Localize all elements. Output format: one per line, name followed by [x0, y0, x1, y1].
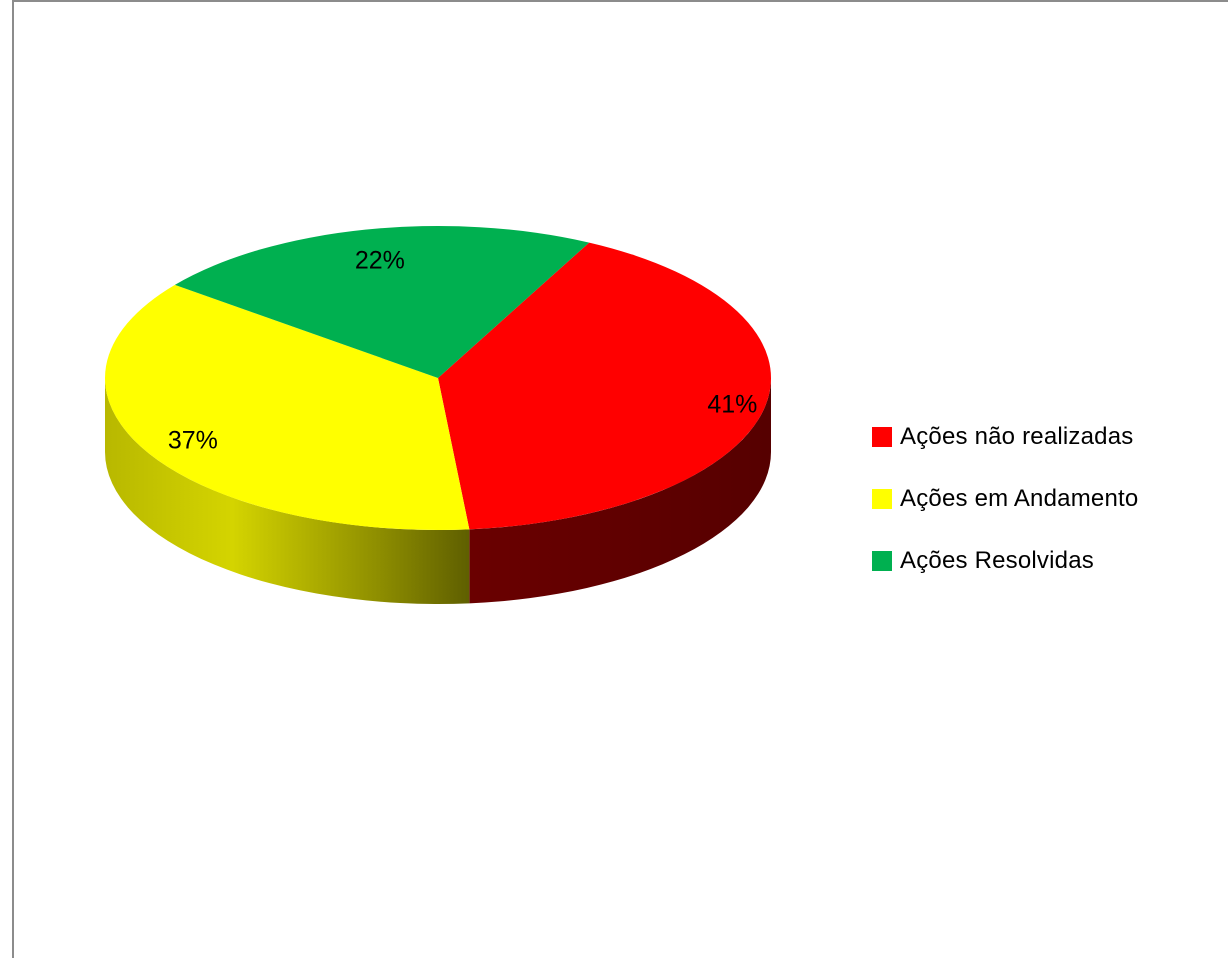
legend-label: Ações em Andamento — [900, 485, 1139, 512]
pie-side-acoes-em-andamento — [105, 378, 470, 604]
legend-label: Ações Resolvidas — [900, 547, 1094, 574]
legend: Ações não realizadas Ações em Andamento … — [872, 406, 1138, 592]
pie-labels: 41% 37% 22% — [168, 246, 758, 454]
pie-tops — [104, 226, 772, 530]
pie-slice-acoes-nao-realizadas — [438, 242, 772, 530]
legend-swatch-yellow — [872, 489, 892, 509]
pie-sides — [105, 378, 772, 604]
legend-item-nao-realizadas: Ações não realizadas — [872, 406, 1138, 468]
pie-slice-acoes-em-andamento — [104, 284, 470, 530]
pie-side-acoes-nao-realizadas — [469, 378, 772, 604]
legend-item-resolvidas: Ações Resolvidas — [872, 530, 1138, 592]
data-label-acoes-nao-realizadas: 41% — [707, 391, 757, 419]
legend-swatch-green — [872, 551, 892, 571]
legend-label: Ações não realizadas — [900, 423, 1134, 450]
data-label-acoes-em-andamento: 37% — [168, 427, 218, 455]
legend-item-em-andamento: Ações em Andamento — [872, 468, 1138, 530]
legend-swatch-red — [872, 427, 892, 447]
data-label-acoes-resolvidas: 22% — [355, 246, 405, 274]
pie-slice-acoes-resolvidas — [174, 226, 590, 378]
